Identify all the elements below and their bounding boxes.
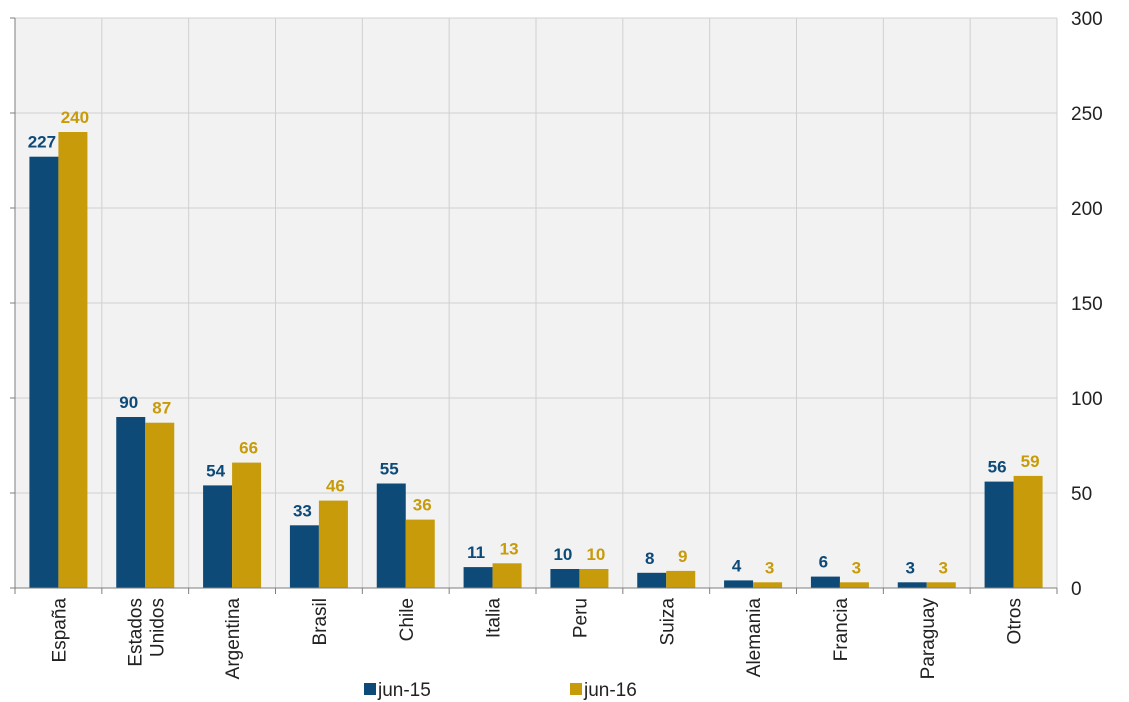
data-label-jun-15: 8 bbox=[645, 549, 654, 568]
bar-jun-16 bbox=[232, 462, 262, 588]
x-tick-label: Chile bbox=[397, 598, 418, 641]
data-label-jun-15: 10 bbox=[553, 545, 572, 564]
data-label-jun-16: 46 bbox=[326, 477, 345, 496]
bar-jun-15 bbox=[376, 483, 406, 588]
data-label-jun-15: 56 bbox=[988, 458, 1007, 477]
data-label-jun-15: 54 bbox=[206, 461, 225, 480]
x-tick-label: Francia bbox=[831, 598, 852, 662]
x-tick-label: Brasil bbox=[310, 598, 331, 646]
x-tick-label: Paraguay bbox=[918, 598, 939, 680]
data-label-jun-16: 3 bbox=[765, 558, 774, 577]
x-tick-label: Suiza bbox=[657, 598, 678, 646]
legend: jun-15 jun-16 bbox=[364, 680, 637, 701]
axes bbox=[10, 17, 1058, 594]
x-tick-label: Estados bbox=[125, 598, 146, 667]
grid bbox=[15, 17, 1058, 588]
legend-swatch bbox=[364, 683, 376, 695]
bars bbox=[29, 132, 1043, 588]
bar-jun-15 bbox=[29, 156, 59, 588]
bar-jun-16 bbox=[839, 582, 869, 588]
y-tick-label: 150 bbox=[1071, 294, 1103, 315]
bar-jun-16 bbox=[579, 569, 609, 588]
y-tick-label: 0 bbox=[1071, 579, 1082, 600]
bar-jun-16 bbox=[666, 570, 696, 588]
y-tick-label: 300 bbox=[1071, 9, 1103, 30]
bar-jun-15 bbox=[550, 569, 580, 588]
bar-jun-15 bbox=[463, 567, 493, 588]
legend-swatch bbox=[570, 683, 582, 695]
bar-jun-16 bbox=[405, 519, 435, 588]
bar-jun-16 bbox=[926, 582, 956, 588]
data-label-jun-15: 55 bbox=[380, 460, 399, 479]
y-tick-label: 250 bbox=[1071, 104, 1103, 125]
x-tick-label: Unidos bbox=[147, 598, 168, 657]
x-tick-label: Argentina bbox=[223, 598, 244, 680]
bar-jun-16 bbox=[753, 582, 783, 588]
bar-jun-15 bbox=[203, 485, 233, 588]
data-label-jun-15: 6 bbox=[819, 553, 828, 572]
data-label-jun-15: 3 bbox=[906, 558, 915, 577]
bar-jun-15 bbox=[116, 417, 146, 588]
x-tick-label: Peru bbox=[570, 598, 591, 638]
bar-jun-16 bbox=[145, 422, 175, 588]
y-tick-label: 100 bbox=[1071, 389, 1103, 410]
data-label-jun-15: 90 bbox=[119, 393, 138, 412]
x-tick-label: Italia bbox=[484, 598, 505, 639]
data-label-jun-15: 11 bbox=[467, 543, 485, 562]
bar-jun-16 bbox=[492, 563, 522, 588]
bar-jun-16 bbox=[58, 132, 88, 588]
x-tick-label: Otros bbox=[1005, 598, 1026, 644]
data-label-jun-16: 3 bbox=[852, 558, 861, 577]
x-axis-ticks: España Estados Unidos Argentina Brasil Chile I… bbox=[49, 598, 1025, 680]
bar-jun-16 bbox=[318, 500, 348, 588]
data-label-jun-16: 59 bbox=[1021, 452, 1040, 471]
data-label-jun-16: 13 bbox=[500, 539, 519, 558]
legend-label: jun-15 bbox=[377, 680, 431, 701]
bar-jun-15 bbox=[289, 525, 319, 588]
data-label-jun-16: 10 bbox=[586, 545, 605, 564]
legend-label: jun-16 bbox=[583, 680, 637, 701]
data-label-jun-16: 9 bbox=[678, 547, 687, 566]
data-label-jun-16: 240 bbox=[61, 108, 89, 127]
x-tick-label: Alemania bbox=[744, 598, 765, 678]
data-label-jun-15: 227 bbox=[28, 133, 56, 152]
bar-jun-15 bbox=[637, 572, 667, 588]
y-tick-label: 50 bbox=[1071, 484, 1092, 505]
data-label-jun-16: 87 bbox=[152, 399, 171, 418]
bar-jun-15 bbox=[724, 580, 754, 588]
bar-jun-15 bbox=[897, 582, 927, 588]
data-label-jun-15: 33 bbox=[293, 501, 312, 520]
bar-jun-15 bbox=[810, 576, 840, 588]
bar-jun-15 bbox=[984, 481, 1014, 588]
y-tick-label: 200 bbox=[1071, 199, 1103, 220]
data-label-jun-16: 66 bbox=[239, 439, 258, 458]
y-axis-ticks: 0 50 100 150 200 250 300 bbox=[1071, 9, 1103, 600]
x-tick-label: España bbox=[49, 598, 70, 663]
data-label-jun-15: 4 bbox=[732, 556, 742, 575]
data-label-jun-16: 3 bbox=[939, 558, 948, 577]
data-label-jun-16: 36 bbox=[413, 496, 432, 515]
bar-jun-16 bbox=[1013, 475, 1043, 588]
